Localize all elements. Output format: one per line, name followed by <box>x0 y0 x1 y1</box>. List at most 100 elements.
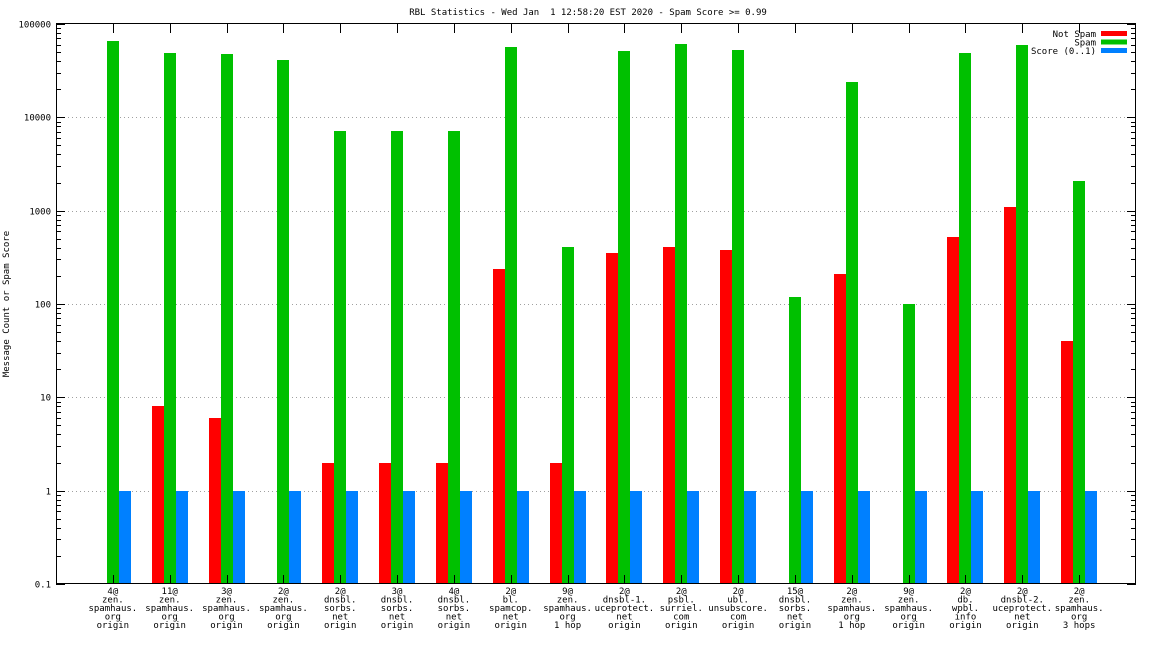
x-tick-label-line: 2@ <box>1074 587 1085 597</box>
bar-spam <box>391 131 403 584</box>
y-axis-label: Message Count or Spam Score <box>2 231 12 377</box>
x-tick-label-line: origin <box>665 621 698 631</box>
bar-spam <box>164 53 176 584</box>
x-tick-label-line: sorbs. <box>438 604 471 614</box>
x-tick-label-line: zen. <box>841 596 863 606</box>
x-tick-label-line: 1 hop <box>554 621 581 631</box>
x-tick-label-line: zen. <box>557 596 579 606</box>
y-tick-label: 0.1 <box>35 581 51 591</box>
x-tick-label-line: 2@ <box>676 587 687 597</box>
x-tick-label-line: uceprotect. <box>993 604 1053 614</box>
x-tick-label-line: psbl. <box>668 596 695 606</box>
x-tick-label-line: net <box>446 613 462 623</box>
bar-score-0-1 <box>119 491 131 584</box>
x-tick-label-line: origin <box>381 621 414 631</box>
bar-score-0-1 <box>517 491 529 584</box>
x-tick-label-line: net <box>332 613 348 623</box>
x-tick-label-line: net <box>616 613 632 623</box>
bar-score-0-1 <box>1028 491 1040 584</box>
x-tick-label-line: spamhaus. <box>259 604 308 614</box>
x-tick-label-line: org <box>218 613 234 623</box>
x-tick-label-line: 3 hops <box>1063 621 1096 631</box>
bar-not-spam <box>947 237 959 584</box>
x-tick-label-line: 2@ <box>960 587 971 597</box>
bar-score-0-1 <box>858 491 870 584</box>
y-tick-label: 1000 <box>29 208 51 218</box>
y-tick-label: 10000 <box>24 114 51 124</box>
x-tick-label-line: db. <box>957 596 973 606</box>
bar-not-spam <box>436 463 448 584</box>
legend-label: Not Spam <box>1053 30 1096 40</box>
x-tick-label-line: spamhaus. <box>1055 604 1104 614</box>
x-tick-label-line: 2@ <box>335 587 346 597</box>
x-tick-label-line: dnsbl. <box>381 596 414 606</box>
x-tick-label-line: zen. <box>898 596 920 606</box>
chart-title: RBL Statistics - Wed Jan 1 12:58:20 EST … <box>409 8 767 18</box>
y-tick-label: 100000 <box>18 21 51 31</box>
bar-spam <box>221 54 233 584</box>
x-tick-label-line: net <box>787 613 803 623</box>
x-tick-label-line: origin <box>722 621 755 631</box>
x-tick-label-line: origin <box>210 621 243 631</box>
x-tick-label-line: origin <box>949 621 982 631</box>
x-tick-label-line: 3@ <box>221 587 232 597</box>
x-tick-label-line: bl. <box>503 596 519 606</box>
x-tick-labels: 4@zen.spamhaus.orgorigin11@zen.spamhaus.… <box>88 587 1103 631</box>
x-tick-label-line: wpbl. <box>952 604 979 614</box>
x-tick-label-line: surriel. <box>660 604 703 614</box>
x-tick-label-line: spamhaus. <box>145 604 194 614</box>
x-tick-label-line: spamhaus. <box>88 604 137 614</box>
y-tick-label: 100 <box>35 301 51 311</box>
x-tick-label-line: spamcop. <box>489 604 532 614</box>
x-tick-label-line: org <box>844 613 860 623</box>
x-tick-label-line: uceprotect. <box>595 604 655 614</box>
bar-not-spam <box>720 250 732 584</box>
x-tick-label-line: org <box>900 613 916 623</box>
x-tick-label-line: origin <box>153 621 186 631</box>
x-tick-label-line: 9@ <box>903 587 914 597</box>
bar-spam <box>448 131 460 584</box>
bar-spam <box>334 131 346 584</box>
bar-not-spam <box>209 418 221 584</box>
bar-score-0-1 <box>801 491 813 584</box>
x-tick-label-line: origin <box>892 621 925 631</box>
bar-spam <box>903 304 915 584</box>
x-tick-label-line: 1 hop <box>838 621 865 631</box>
bar-not-spam <box>606 253 618 584</box>
x-tick-label-line: spamhaus. <box>827 604 876 614</box>
x-tick-label-line: 2@ <box>619 587 630 597</box>
x-tick-label-line: origin <box>324 621 357 631</box>
bar-not-spam <box>663 247 675 584</box>
legend-label: Score (0..1) <box>1031 47 1096 57</box>
x-tick-label-line: zen. <box>1068 596 1090 606</box>
bar-score-0-1 <box>176 491 188 584</box>
x-tick-label-line: origin <box>97 621 130 631</box>
bar-spam <box>959 53 971 584</box>
legend-swatch <box>1101 39 1127 45</box>
x-tick-label-line: 2@ <box>846 587 857 597</box>
x-tick-label-line: net <box>389 613 405 623</box>
x-tick-label-line: info <box>955 613 977 623</box>
axis-ticks <box>56 24 1136 585</box>
bar-not-spam <box>493 269 505 584</box>
bar-score-0-1 <box>460 491 472 584</box>
x-tick-label-line: zen. <box>216 596 238 606</box>
x-tick-label-line: zen. <box>159 596 181 606</box>
x-tick-label-line: sorbs. <box>324 604 357 614</box>
bar-not-spam <box>550 463 562 584</box>
x-tick-label-line: dnsbl. <box>779 596 812 606</box>
x-tick-label-line: org <box>1071 613 1087 623</box>
bar-score-0-1 <box>744 491 756 584</box>
bar-score-0-1 <box>687 491 699 584</box>
bar-not-spam <box>1004 207 1016 584</box>
bar-score-0-1 <box>915 491 927 584</box>
bar-score-0-1 <box>630 491 642 584</box>
bar-spam <box>789 297 801 584</box>
x-tick-label-line: org <box>162 613 178 623</box>
y-tick-label: 1 <box>46 488 51 498</box>
x-tick-label-line: 3@ <box>392 587 403 597</box>
bar-spam <box>1016 45 1028 584</box>
x-tick-label-line: 4@ <box>448 587 459 597</box>
x-tick-label-line: 2@ <box>733 587 744 597</box>
